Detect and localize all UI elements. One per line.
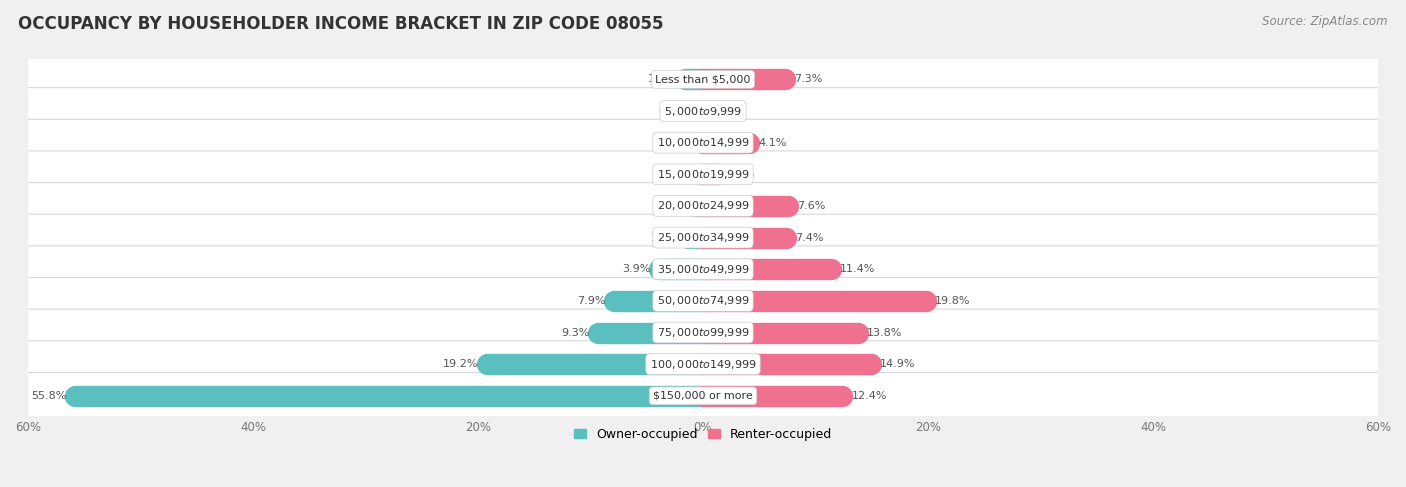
FancyBboxPatch shape <box>20 373 1386 419</box>
FancyBboxPatch shape <box>20 56 1386 103</box>
Text: 11.4%: 11.4% <box>841 264 876 274</box>
Text: 19.2%: 19.2% <box>443 359 478 369</box>
Text: 12.4%: 12.4% <box>852 391 887 401</box>
Text: 1.3%: 1.3% <box>727 169 755 179</box>
FancyBboxPatch shape <box>20 246 1386 293</box>
Text: 0.0%: 0.0% <box>711 106 740 116</box>
Text: 3.9%: 3.9% <box>621 264 650 274</box>
Text: 0.28%: 0.28% <box>655 169 690 179</box>
Text: $10,000 to $14,999: $10,000 to $14,999 <box>657 136 749 149</box>
Text: 9.3%: 9.3% <box>561 328 589 337</box>
Text: 7.3%: 7.3% <box>794 75 823 84</box>
Text: 19.8%: 19.8% <box>935 296 970 306</box>
FancyBboxPatch shape <box>20 309 1386 356</box>
Text: 14.9%: 14.9% <box>880 359 915 369</box>
Text: 4.1%: 4.1% <box>758 138 786 148</box>
Text: OCCUPANCY BY HOUSEHOLDER INCOME BRACKET IN ZIP CODE 08055: OCCUPANCY BY HOUSEHOLDER INCOME BRACKET … <box>18 15 664 33</box>
Text: 7.4%: 7.4% <box>796 233 824 243</box>
Text: $25,000 to $34,999: $25,000 to $34,999 <box>657 231 749 244</box>
Text: $15,000 to $19,999: $15,000 to $19,999 <box>657 168 749 181</box>
FancyBboxPatch shape <box>20 341 1386 388</box>
Text: 55.8%: 55.8% <box>31 391 66 401</box>
FancyBboxPatch shape <box>20 278 1386 324</box>
Text: Less than $5,000: Less than $5,000 <box>655 75 751 84</box>
Text: Source: ZipAtlas.com: Source: ZipAtlas.com <box>1263 15 1388 28</box>
FancyBboxPatch shape <box>20 88 1386 134</box>
Text: $5,000 to $9,999: $5,000 to $9,999 <box>664 105 742 117</box>
Legend: Owner-occupied, Renter-occupied: Owner-occupied, Renter-occupied <box>568 423 838 446</box>
Text: $100,000 to $149,999: $100,000 to $149,999 <box>650 357 756 371</box>
Text: 1.3%: 1.3% <box>651 233 679 243</box>
Text: $50,000 to $74,999: $50,000 to $74,999 <box>657 295 749 307</box>
Text: 7.9%: 7.9% <box>576 296 605 306</box>
Text: 0.68%: 0.68% <box>651 201 686 211</box>
Text: $150,000 or more: $150,000 or more <box>654 391 752 401</box>
FancyBboxPatch shape <box>20 119 1386 166</box>
Text: 0.08%: 0.08% <box>658 138 693 148</box>
Text: 0.04%: 0.04% <box>658 106 693 116</box>
Text: 13.8%: 13.8% <box>868 328 903 337</box>
FancyBboxPatch shape <box>20 214 1386 261</box>
Text: $20,000 to $24,999: $20,000 to $24,999 <box>657 200 749 212</box>
FancyBboxPatch shape <box>20 151 1386 198</box>
Text: $75,000 to $99,999: $75,000 to $99,999 <box>657 326 749 339</box>
FancyBboxPatch shape <box>20 183 1386 229</box>
Text: $35,000 to $49,999: $35,000 to $49,999 <box>657 263 749 276</box>
Text: 1.6%: 1.6% <box>648 75 676 84</box>
Text: 7.6%: 7.6% <box>797 201 825 211</box>
